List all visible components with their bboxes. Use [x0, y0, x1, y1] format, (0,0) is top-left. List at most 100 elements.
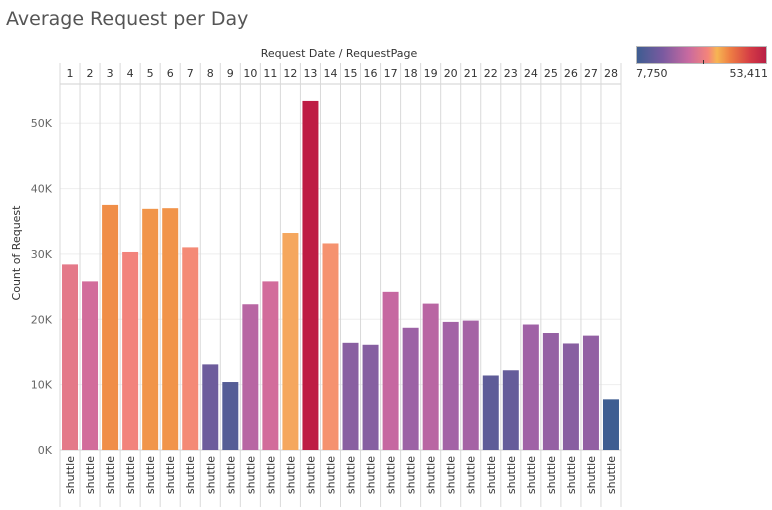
category-sub-labels: shuttle shuttle shuttle shuttle shuttle shutt… — [64, 456, 618, 494]
bar-day-7[interactable] — [182, 247, 199, 450]
sub-label-21: shuttle — [465, 456, 478, 494]
column-label-14: 14 — [323, 67, 337, 80]
column-label-15: 15 — [344, 67, 358, 80]
column-label-26: 26 — [564, 67, 578, 80]
column-label-17: 17 — [384, 67, 398, 80]
column-label-20: 20 — [444, 67, 458, 80]
column-label-2: 2 — [87, 67, 94, 80]
sub-label-18: shuttle — [405, 456, 418, 494]
legend-min-label: 7,750 — [636, 67, 668, 80]
bar-day-20[interactable] — [442, 321, 459, 450]
sub-label-12: shuttle — [284, 456, 297, 494]
sub-label-25: shuttle — [545, 456, 558, 494]
bar-day-26[interactable] — [562, 343, 579, 450]
sub-label-3: shuttle — [104, 456, 117, 494]
bar-day-15[interactable] — [342, 342, 359, 450]
bar-day-16[interactable] — [362, 344, 379, 450]
column-label-27: 27 — [584, 67, 598, 80]
bar-day-11[interactable] — [262, 281, 279, 450]
y-tick-label: 0K — [38, 444, 53, 457]
y-axis-label: Count of Request — [10, 205, 23, 301]
column-label-10: 10 — [243, 67, 257, 80]
bar-day-14[interactable] — [322, 243, 339, 450]
y-tick-label: 40K — [31, 183, 53, 196]
column-label-19: 19 — [424, 67, 438, 80]
chart-title: Average Request per Day — [6, 8, 249, 30]
column-label-1: 1 — [67, 67, 74, 80]
column-label-12: 12 — [283, 67, 297, 80]
column-label-9: 9 — [227, 67, 234, 80]
bar-day-9[interactable] — [222, 382, 239, 450]
sub-label-13: shuttle — [304, 456, 317, 494]
sub-label-2: shuttle — [84, 456, 97, 494]
bar-day-2[interactable] — [82, 281, 99, 450]
bar-day-8[interactable] — [202, 364, 219, 450]
y-tick-label: 20K — [31, 313, 53, 326]
bars[interactable] — [62, 100, 619, 451]
bar-day-23[interactable] — [502, 370, 519, 450]
bar-day-4[interactable] — [122, 251, 139, 450]
sub-label-6: shuttle — [164, 456, 177, 494]
bar-day-13[interactable] — [302, 100, 319, 451]
bar-day-28[interactable] — [602, 399, 619, 450]
sub-label-15: shuttle — [345, 456, 358, 494]
column-label-24: 24 — [524, 67, 538, 80]
bar-day-12[interactable] — [282, 233, 299, 450]
column-label-4: 4 — [127, 67, 134, 80]
sub-label-20: shuttle — [445, 456, 458, 494]
sub-label-5: shuttle — [144, 456, 157, 494]
sub-label-1: shuttle — [64, 456, 77, 494]
sub-label-19: shuttle — [425, 456, 438, 494]
sub-label-7: shuttle — [184, 456, 197, 494]
y-axis: 0K 10K 20K 30K 40K 50K — [31, 117, 53, 457]
bar-day-21[interactable] — [462, 320, 479, 450]
column-label-6: 6 — [167, 67, 174, 80]
sub-label-22: shuttle — [485, 456, 498, 494]
column-label-13: 13 — [303, 67, 317, 80]
column-label-7: 7 — [187, 67, 194, 80]
legend-marker — [703, 60, 704, 64]
sub-label-26: shuttle — [565, 456, 578, 494]
sub-label-27: shuttle — [585, 456, 598, 494]
column-label-21: 21 — [464, 67, 478, 80]
column-label-23: 23 — [504, 67, 518, 80]
bar-day-27[interactable] — [582, 335, 599, 450]
sub-label-10: shuttle — [244, 456, 257, 494]
y-tick-label: 50K — [31, 117, 53, 130]
column-panes: 1 2 3 4 5 6 7 8 9 10 11 12 13 14 15 16 17 18 19 20 21 22 23 24 2… — [59, 63, 622, 507]
sub-label-24: shuttle — [525, 456, 538, 494]
color-gradient-bar — [636, 46, 767, 64]
bar-day-6[interactable] — [162, 208, 179, 450]
y-tick-label: 30K — [31, 248, 53, 261]
column-label-22: 22 — [484, 67, 498, 80]
sub-label-16: shuttle — [365, 456, 378, 494]
column-label-16: 16 — [364, 67, 378, 80]
sub-label-8: shuttle — [204, 456, 217, 494]
sub-label-4: shuttle — [124, 456, 137, 494]
sub-label-9: shuttle — [224, 456, 237, 494]
y-tick-label: 10K — [31, 379, 53, 392]
sub-label-28: shuttle — [605, 456, 618, 494]
bar-day-25[interactable] — [542, 333, 559, 450]
bar-day-5[interactable] — [142, 208, 159, 450]
bar-day-19[interactable] — [422, 303, 439, 450]
bar-day-18[interactable] — [402, 327, 419, 450]
column-label-11: 11 — [263, 67, 277, 80]
bar-day-22[interactable] — [482, 375, 499, 450]
bar-day-3[interactable] — [102, 204, 119, 450]
column-label-3: 3 — [107, 67, 114, 80]
legend-max-label: 53,411 — [729, 67, 769, 80]
sub-label-14: shuttle — [324, 456, 337, 494]
column-label-28: 28 — [604, 67, 618, 80]
color-legend: 7,750 53,411 — [636, 46, 768, 86]
bar-day-10[interactable] — [242, 304, 259, 450]
column-header: Request Date / RequestPage — [261, 47, 418, 60]
bar-day-1[interactable] — [62, 264, 79, 450]
sub-label-11: shuttle — [264, 456, 277, 494]
column-label-8: 8 — [207, 67, 214, 80]
column-label-5: 5 — [147, 67, 154, 80]
bar-day-24[interactable] — [522, 324, 539, 450]
bar-day-17[interactable] — [382, 291, 399, 450]
sub-label-23: shuttle — [505, 456, 518, 494]
